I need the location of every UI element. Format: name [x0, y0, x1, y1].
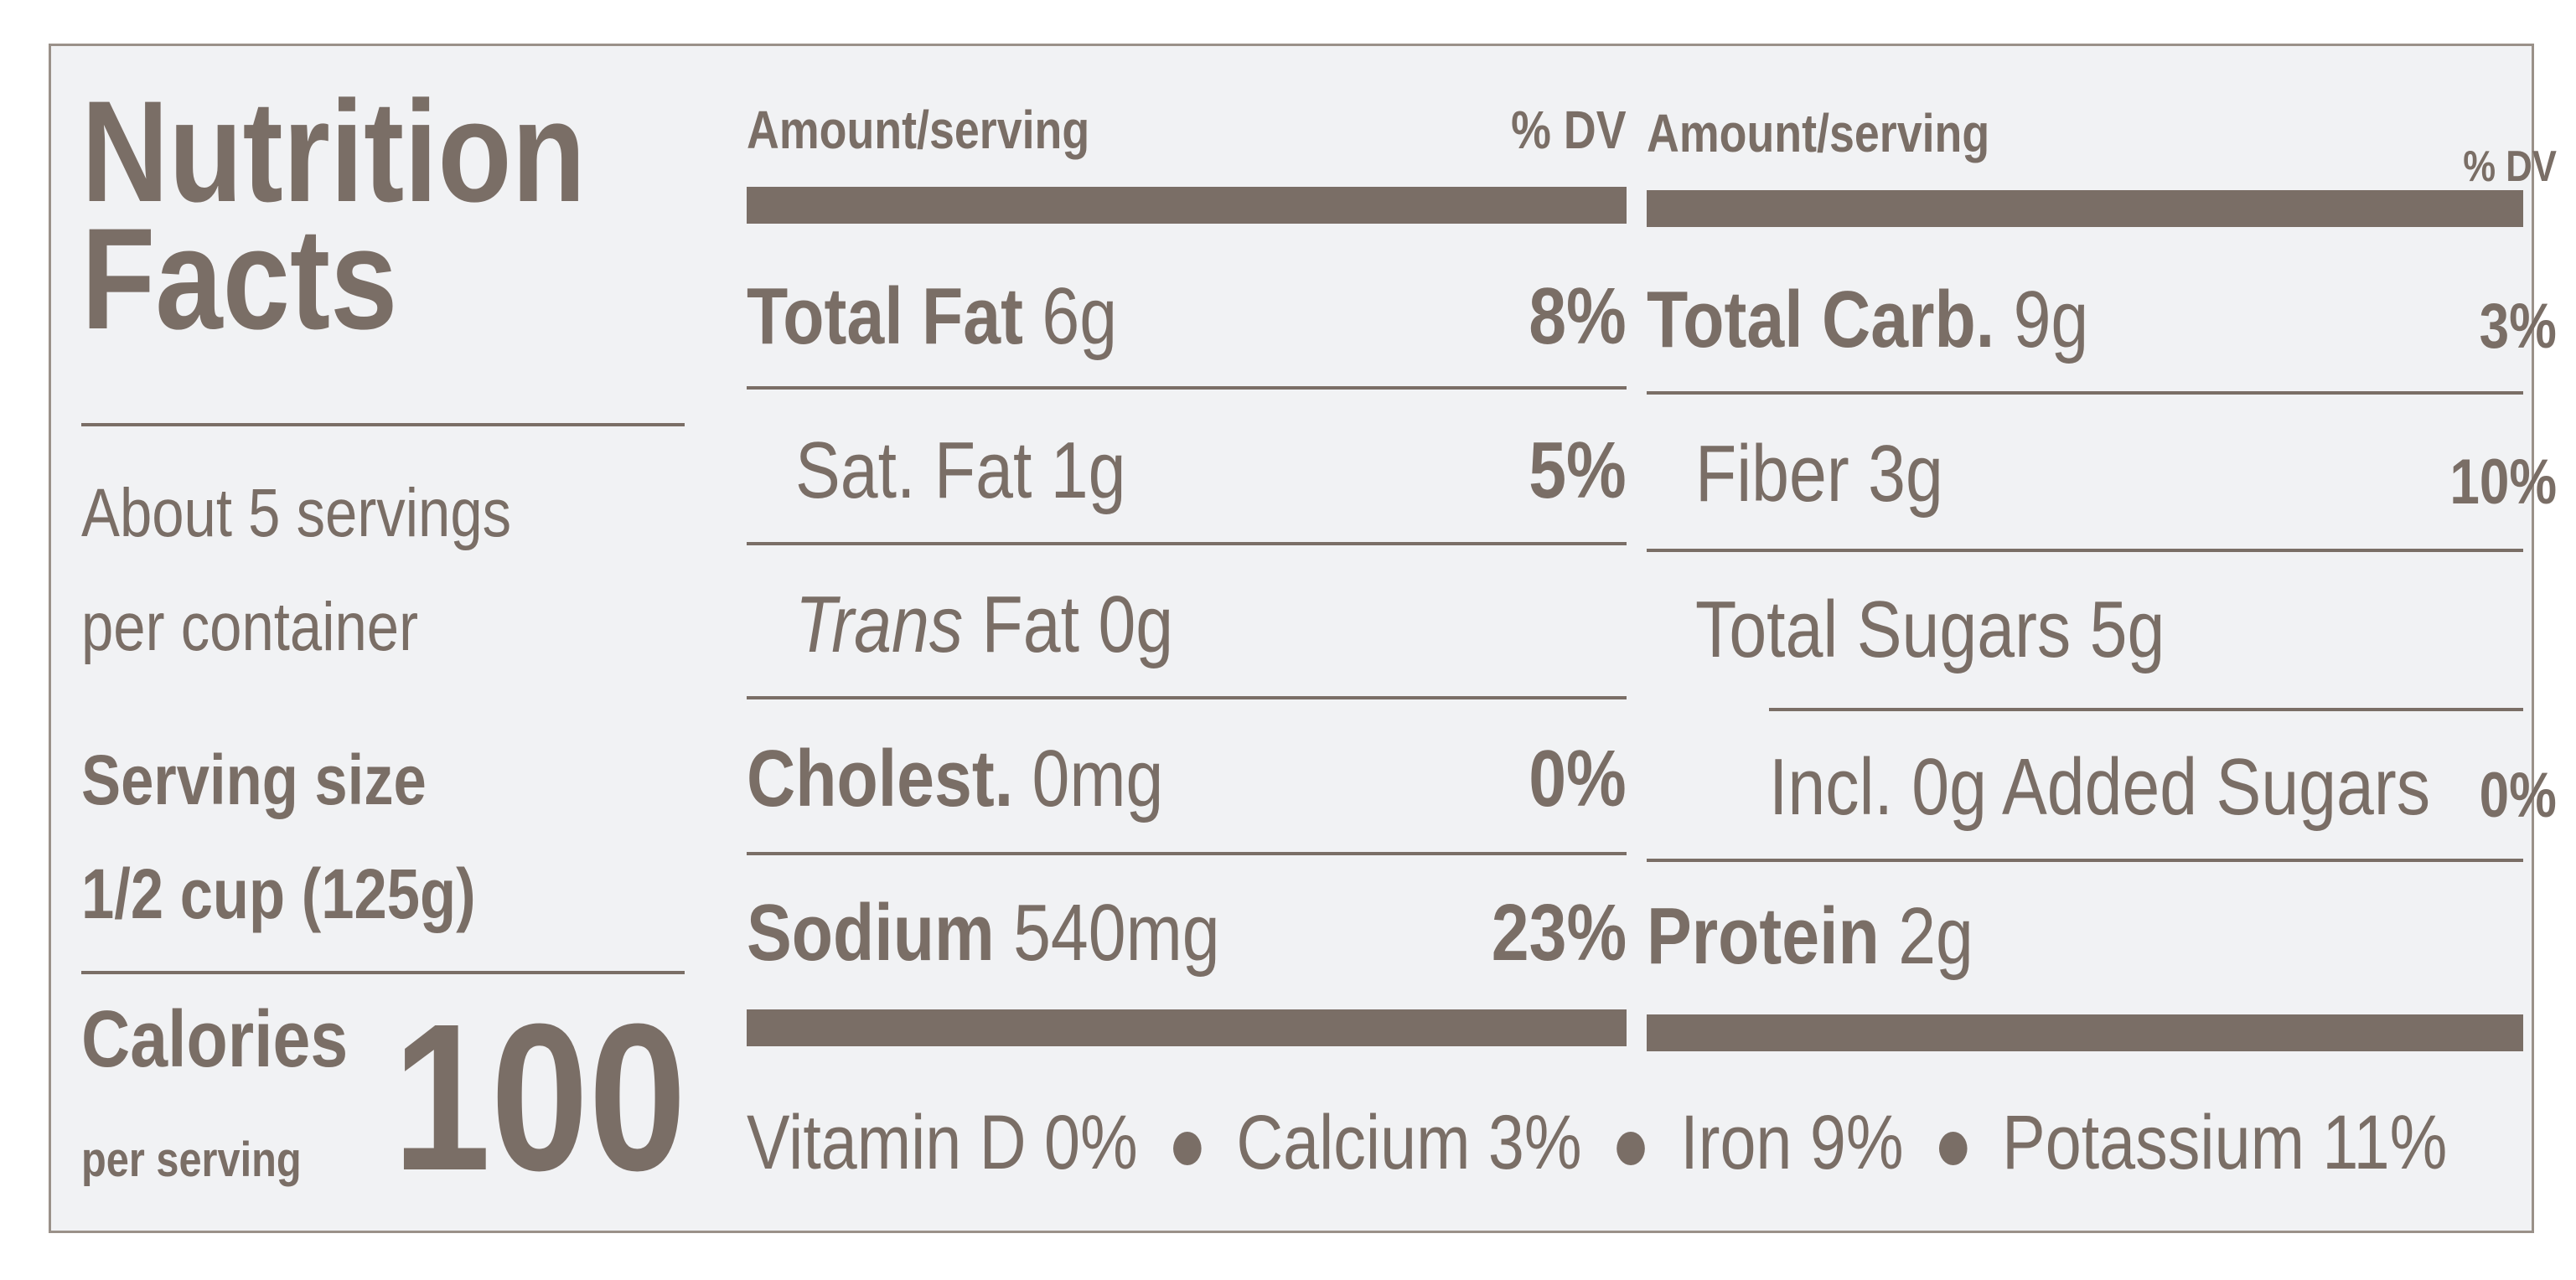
servings-line-2: per container: [81, 589, 419, 665]
calories-sublabel: per serving: [81, 1133, 302, 1187]
dv-total-fat: 8%: [1529, 271, 1627, 361]
row-trans-fat: Trans Fat 0g: [795, 580, 1174, 669]
row-cholesterol: Cholest. 0mg: [747, 734, 1164, 823]
right-header-dv: % DV: [2463, 142, 2557, 191]
serving-size-label: Serving size: [81, 741, 427, 819]
potassium: Potassium 11%: [2002, 1100, 2448, 1185]
row-sat-fat: Sat. Fat 1g: [795, 426, 1126, 515]
servings-per-container: About 5 servings per container: [81, 457, 593, 684]
row-total-sugars: Total Sugars 5g: [1695, 585, 2165, 674]
divider: [81, 423, 685, 426]
right-header-amount: Amount/serving: [1647, 103, 1990, 163]
title-line-2: Facts: [81, 199, 398, 359]
nutrition-facts-panel: Nutrition Facts About 5 servings per con…: [49, 44, 2557, 1233]
left-thick-rule-bottom: [747, 1009, 1627, 1046]
calcium: Calcium 3%: [1236, 1100, 1582, 1185]
bullet-icon: [1172, 1131, 1202, 1165]
vitamins-minerals-line: Vitamin D 0% Calcium 3% Iron 9% Potassium 1…: [747, 1097, 2576, 1189]
row-divider: [747, 542, 1627, 545]
servings-line-1: About 5 servings: [81, 475, 512, 551]
row-divider: [747, 696, 1627, 699]
dv-added-sugars: 0%: [2479, 760, 2557, 831]
row-sodium: Sodium 540mg: [747, 888, 1220, 978]
left-header-dv: % DV: [1511, 100, 1627, 160]
calories-value: 100: [392, 980, 686, 1214]
divider: [81, 971, 685, 974]
dv-sat-fat: 5%: [1529, 426, 1627, 515]
row-protein: Protein 2g: [1647, 891, 1973, 981]
row-divider: [1647, 859, 2523, 862]
dv-sodium: 23%: [1491, 888, 1627, 978]
iron: Iron 9%: [1680, 1100, 1904, 1185]
bullet-icon: [1616, 1131, 1646, 1165]
row-divider: [747, 852, 1627, 855]
title-line-1: Nutrition: [81, 71, 586, 232]
bullet-icon: [1938, 1131, 1968, 1165]
dv-total-carb: 3%: [2479, 291, 2557, 362]
right-thick-rule-top: [1647, 190, 2523, 227]
row-total-carb: Total Carb. 9g: [1647, 275, 2089, 364]
serving-size-value: 1/2 cup (125g): [81, 854, 476, 933]
vitamin-d: Vitamin D 0%: [747, 1100, 1138, 1185]
dv-fiber: 10%: [2449, 446, 2557, 518]
row-divider: [1647, 549, 2523, 552]
left-header-amount: Amount/serving: [747, 100, 1090, 160]
row-divider: [1647, 391, 2523, 395]
calories-label: Calories: [81, 994, 349, 1084]
row-added-sugars: Incl. 0g Added Sugars: [1769, 742, 2431, 832]
row-total-fat: Total Fat 6g: [747, 271, 1118, 361]
nutrition-facts-title: Nutrition Facts: [81, 71, 681, 359]
row-divider: [1769, 708, 2523, 711]
row-fiber: Fiber 3g: [1695, 429, 1943, 519]
row-divider: [747, 386, 1627, 390]
right-thick-rule-bottom: [1647, 1014, 2523, 1051]
left-thick-rule-top: [747, 187, 1627, 224]
dv-cholesterol: 0%: [1529, 734, 1627, 823]
serving-size: Serving size 1/2 cup (125g): [81, 723, 551, 951]
